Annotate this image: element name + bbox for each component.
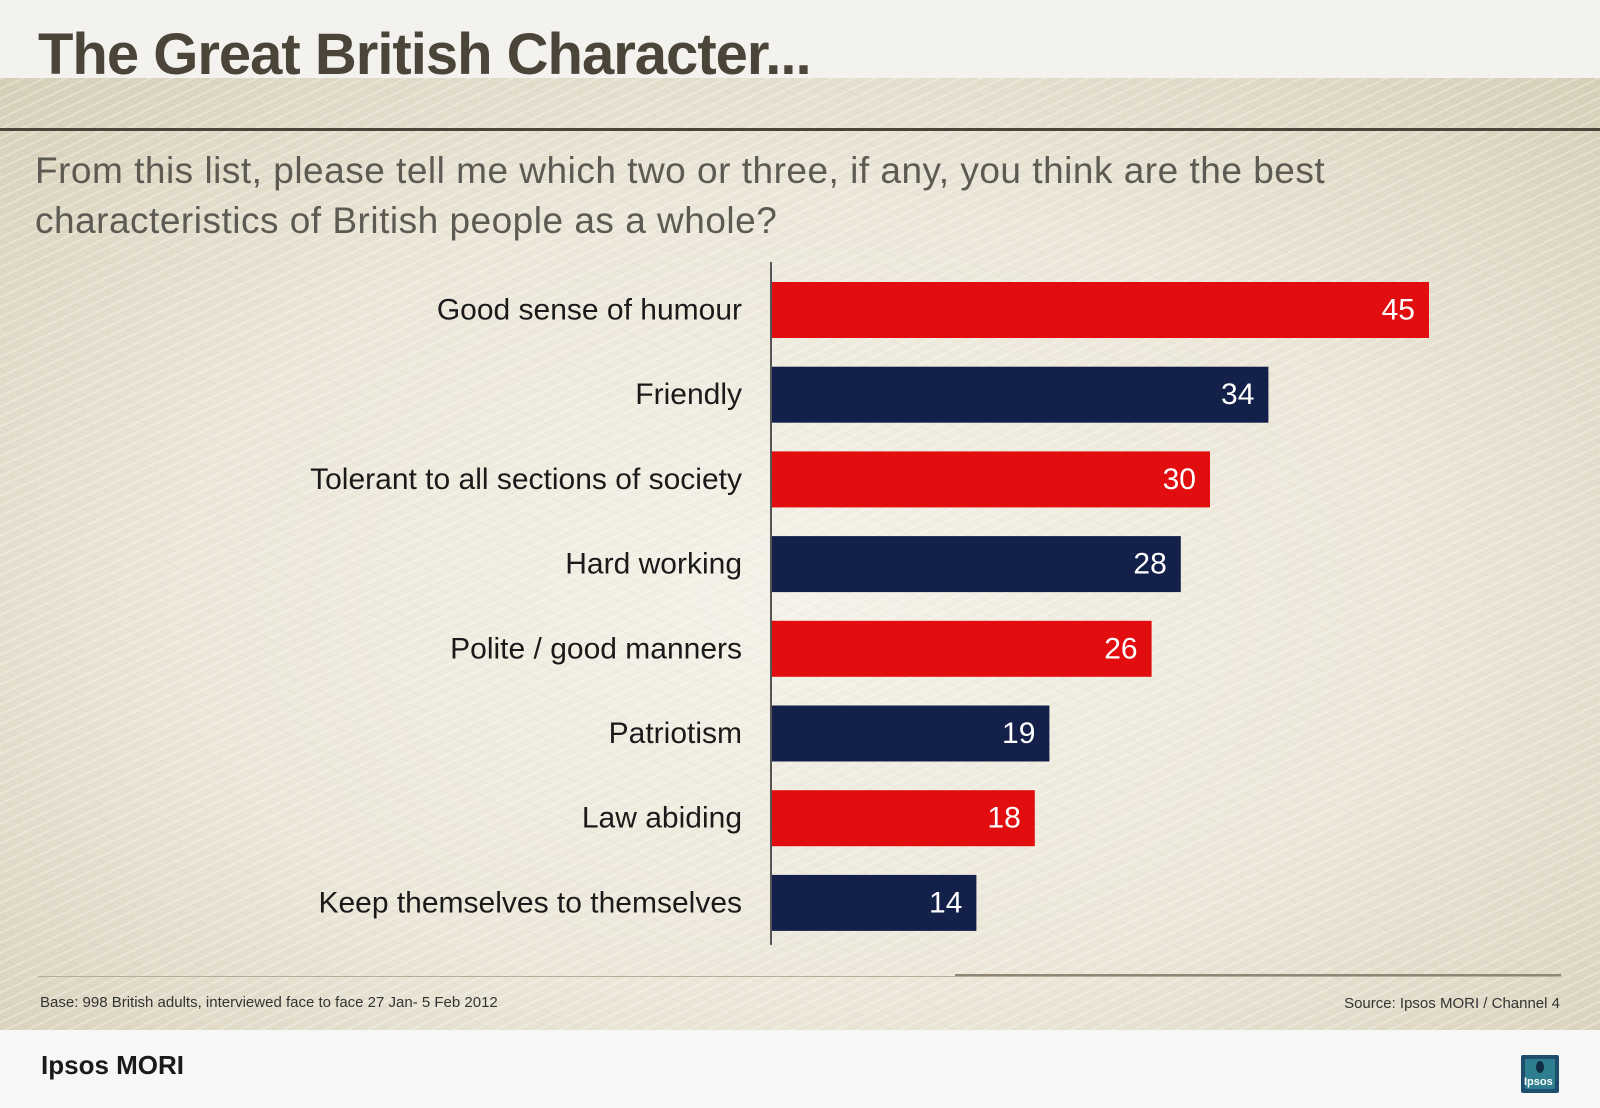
bar-0 — [772, 282, 1429, 338]
survey-question: From this list, please tell me which two… — [35, 150, 1326, 241]
value-label-2: 30 — [1163, 463, 1196, 496]
category-label-3: Hard working — [565, 548, 742, 581]
bar-1 — [772, 366, 1269, 423]
value-label-6: 18 — [987, 802, 1020, 835]
footer-divider-accent — [955, 974, 1561, 976]
category-label-6: Law abiding — [582, 802, 742, 835]
bar-4 — [772, 620, 1152, 677]
bar-6 — [772, 790, 1035, 847]
category-label-0: Good sense of humour — [437, 294, 742, 327]
ipsos-logo-icon: Ipsos — [1521, 1055, 1559, 1093]
logo-text: Ipsos — [1524, 1076, 1553, 1088]
value-label-5: 19 — [1002, 717, 1035, 750]
category-label-1: Friendly — [635, 378, 742, 411]
page-title: The Great British Character... — [38, 22, 812, 87]
base-note: Base: 998 British adults, interviewed fa… — [40, 994, 498, 1011]
category-label-5: Patriotism — [609, 717, 742, 750]
bar-5 — [772, 705, 1050, 762]
value-label-7: 14 — [929, 886, 962, 919]
footer-bar — [0, 1030, 1600, 1108]
footer-divider — [38, 976, 1561, 977]
bar-2 — [772, 451, 1210, 508]
value-label-3: 28 — [1133, 548, 1166, 581]
category-label-4: Polite / good manners — [450, 632, 742, 665]
logo-dot — [1536, 1061, 1544, 1073]
value-label-4: 26 — [1104, 632, 1137, 665]
value-label-0: 45 — [1382, 294, 1415, 327]
title-divider — [0, 128, 1600, 131]
category-label-7: Keep themselves to themselves — [318, 886, 742, 919]
category-label-2: Tolerant to all sections of society — [310, 463, 742, 496]
source-note: Source: Ipsos MORI / Channel 4 — [1344, 995, 1560, 1012]
bars-layer: Good sense of humour 45 Friendly 34 Tolerant… — [310, 282, 1429, 931]
brand-name: Ipsos MORI — [41, 1050, 185, 1080]
bar-3 — [772, 536, 1181, 593]
bar-7 — [772, 874, 977, 931]
value-label-1: 34 — [1221, 378, 1254, 411]
